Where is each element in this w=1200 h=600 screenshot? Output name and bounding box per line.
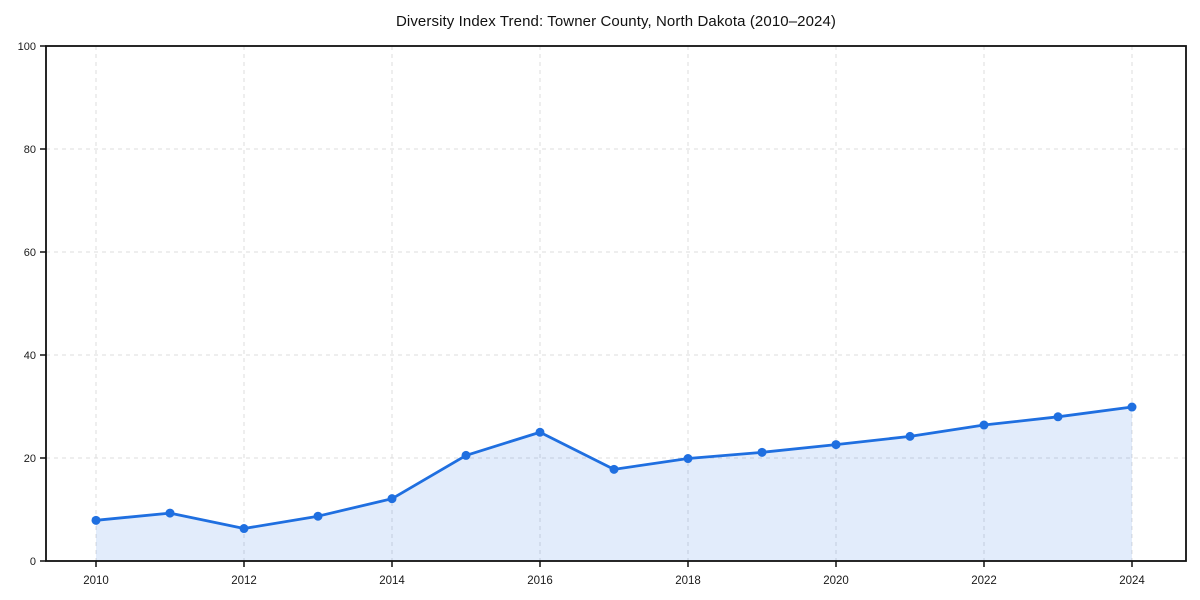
x-tick-label: 2018 xyxy=(675,575,701,587)
data-point xyxy=(683,454,693,464)
area-fill xyxy=(96,407,1132,561)
x-tick-label: 2014 xyxy=(379,575,405,587)
data-point xyxy=(831,440,841,450)
data-point xyxy=(239,524,249,534)
data-point xyxy=(387,494,397,504)
data-point xyxy=(535,427,545,437)
x-tick-label: 2020 xyxy=(823,575,849,587)
data-point xyxy=(91,515,101,525)
y-tick-label: 60 xyxy=(24,247,36,259)
data-point xyxy=(165,508,175,518)
data-point xyxy=(979,420,989,430)
y-tick-label: 80 xyxy=(24,144,36,156)
data-point xyxy=(905,431,915,441)
data-point xyxy=(609,464,619,474)
data-point xyxy=(313,511,323,521)
x-tick-label: 2024 xyxy=(1119,575,1145,587)
y-tick-label: 0 xyxy=(30,556,36,568)
plot-spines xyxy=(45,45,1187,562)
x-tick-label: 2016 xyxy=(527,575,553,587)
chart-title: Diversity Index Trend: Towner County, No… xyxy=(395,13,837,30)
y-tick-label: 100 xyxy=(18,41,36,53)
x-tick-label: 2010 xyxy=(83,575,109,587)
y-tick-label: 20 xyxy=(24,453,36,465)
y-tick-label: 40 xyxy=(24,350,36,362)
data-point xyxy=(757,447,767,457)
data-point xyxy=(461,450,471,460)
data-point xyxy=(1127,402,1137,412)
x-tick-label: 2012 xyxy=(231,575,257,587)
data-point xyxy=(1053,412,1063,422)
x-tick-label: 2022 xyxy=(971,575,997,587)
